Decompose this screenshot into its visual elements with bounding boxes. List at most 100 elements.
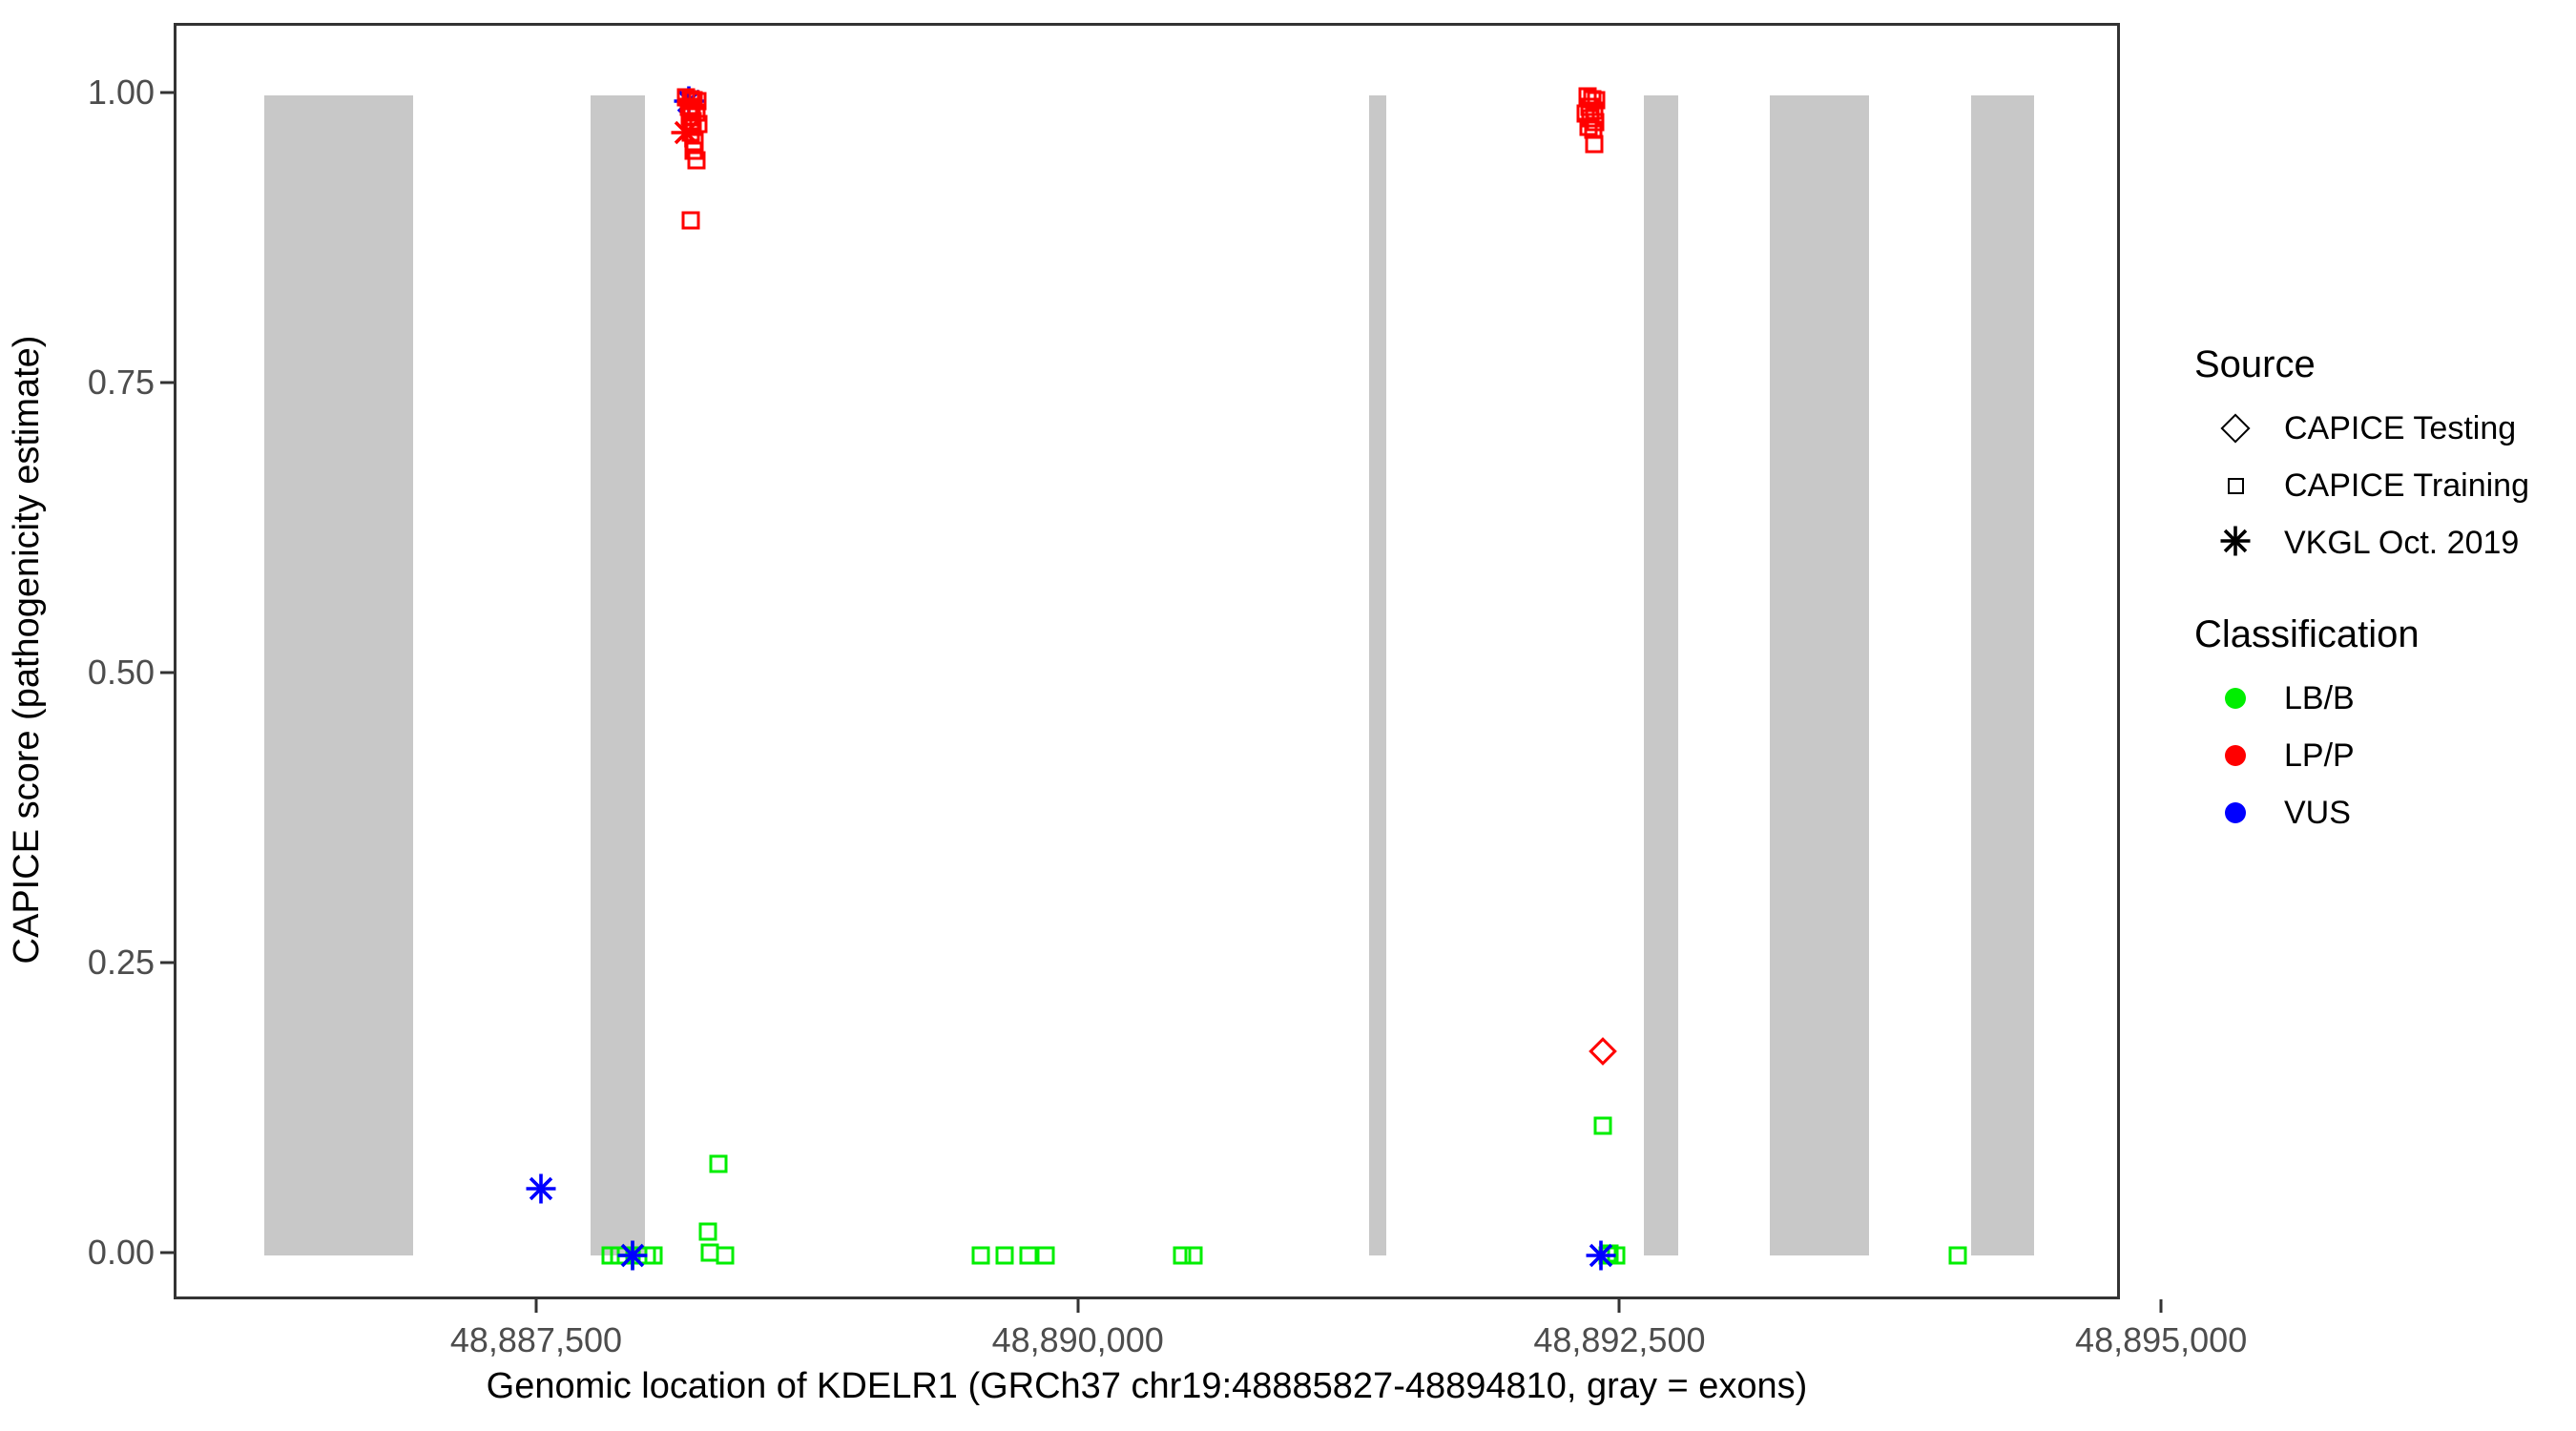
data-point-square — [685, 133, 704, 152]
asterisk-marker-icon — [2208, 515, 2263, 570]
legend-item[interactable]: LB/B — [2194, 670, 2576, 727]
x-tick-label: 48,890,000 — [991, 1320, 1164, 1359]
legend-item-label: LP/P — [2284, 736, 2355, 774]
data-point-square — [1585, 135, 1604, 154]
data-point-square — [688, 92, 707, 111]
data-point-square — [716, 1246, 735, 1265]
data-point-square — [687, 103, 706, 122]
exon-rect — [263, 94, 414, 1256]
dot-glyph — [2225, 688, 2246, 709]
exon-rect — [1368, 94, 1386, 1256]
legend-item[interactable]: LP/P — [2194, 727, 2576, 784]
data-point-square — [689, 114, 708, 134]
data-point-square — [1585, 101, 1604, 120]
data-point-square — [679, 97, 698, 116]
legend-item-label: LB/B — [2284, 679, 2355, 716]
y-tick-mark — [160, 961, 174, 964]
y-tick-mark — [160, 1251, 174, 1255]
y-tick-label: 0.25 — [87, 943, 155, 983]
data-point-square — [644, 1246, 663, 1265]
data-point-square — [1019, 1246, 1038, 1265]
data-point-square — [1580, 97, 1599, 116]
legend-area: Source CAPICE Testing CAPICE Training VKGL … — [2194, 343, 2576, 883]
data-point-square — [676, 88, 696, 107]
data-point-square — [684, 91, 703, 110]
exon-rect — [1644, 94, 1679, 1256]
data-point-square — [1036, 1246, 1055, 1265]
data-point-asterisk — [670, 116, 702, 149]
legend-title: Classification — [2194, 613, 2420, 655]
legend-item-label: CAPICE Training — [2284, 467, 2529, 504]
plot-area — [177, 26, 2117, 1296]
legend-title: Source — [2194, 343, 2316, 385]
exon-rect — [591, 94, 646, 1256]
data-point-square — [1578, 87, 1597, 106]
data-point-square — [687, 151, 706, 170]
data-point-square — [709, 1154, 728, 1173]
data-point-square — [700, 1243, 719, 1262]
plot-panel — [174, 23, 2120, 1299]
data-point-diamond — [1589, 1037, 1617, 1067]
data-point-square — [1600, 1244, 1619, 1263]
legend-item-label: CAPICE Testing — [2284, 409, 2517, 446]
y-tick-label: 0.50 — [87, 653, 155, 693]
data-point-square — [1581, 109, 1600, 128]
legend-block-source: Source CAPICE Testing CAPICE Training VKGL … — [2194, 343, 2576, 571]
diamond-glyph — [2220, 413, 2251, 444]
data-point-square — [681, 123, 700, 142]
data-point-square — [1584, 120, 1603, 139]
data-point-square — [1173, 1246, 1192, 1265]
x-tick-label: 48,895,000 — [2075, 1320, 2248, 1359]
legend-block-classification: Classification LB/B LP/P VUS — [2194, 613, 2576, 841]
legend-item[interactable]: VKGL Oct. 2019 — [2194, 514, 2576, 571]
legend-item[interactable]: CAPICE Training — [2194, 457, 2576, 514]
x-axis-title: Genomic location of KDELR1 (GRCh37 chr19… — [486, 1366, 1808, 1406]
data-point-square — [682, 100, 701, 119]
legend-item[interactable]: CAPICE Testing — [2194, 400, 2576, 457]
dot-glyph — [2225, 745, 2246, 766]
data-point-square — [698, 1222, 717, 1241]
exon-rect — [1971, 94, 2034, 1256]
data-point-square — [681, 211, 700, 230]
dot-marker-icon — [2208, 671, 2263, 726]
x-tick-label: 48,892,500 — [1533, 1320, 1706, 1359]
data-point-square — [1586, 113, 1605, 132]
data-point-square — [1598, 1246, 1616, 1265]
data-point-square — [1948, 1246, 1967, 1265]
data-point-square — [1587, 91, 1606, 110]
y-tick-mark — [160, 91, 174, 94]
data-point-square — [684, 141, 703, 160]
x-tick-mark — [2159, 1299, 2163, 1313]
y-tick-label: 0.00 — [87, 1233, 155, 1273]
data-point-asterisk — [525, 1172, 557, 1205]
data-point-square — [680, 107, 699, 126]
asterisk-glyph — [2219, 525, 2252, 562]
exon-rect — [1769, 94, 1870, 1256]
data-point-square — [995, 1246, 1014, 1265]
data-point-square — [1579, 117, 1598, 136]
square-glyph — [2227, 477, 2244, 494]
x-tick-label: 48,887,500 — [449, 1320, 623, 1359]
data-point-square — [1583, 90, 1602, 109]
data-point-square — [1184, 1246, 1203, 1265]
data-point-square — [1607, 1246, 1626, 1265]
dot-glyph — [2225, 802, 2246, 823]
legend-item[interactable]: VUS — [2194, 784, 2576, 841]
y-axis-tick-labels: 0.00 0.25 0.50 0.75 1.00 — [38, 0, 155, 1431]
legend-item-label: VKGL Oct. 2019 — [2284, 524, 2520, 561]
data-point-square — [681, 90, 700, 109]
square-marker-icon — [2208, 458, 2263, 513]
x-tick-mark — [1076, 1299, 1080, 1313]
dot-marker-icon — [2208, 785, 2263, 840]
data-point-square — [971, 1246, 990, 1265]
x-tick-mark — [1617, 1299, 1621, 1313]
y-tick-label: 0.75 — [87, 363, 155, 403]
data-point-asterisk — [1585, 1239, 1617, 1272]
y-tick-label: 1.00 — [87, 72, 155, 112]
legend-item-label: VUS — [2284, 794, 2351, 831]
data-point-square — [683, 112, 702, 131]
y-tick-mark — [160, 381, 174, 384]
data-point-asterisk — [673, 85, 705, 117]
data-point-square — [1593, 1116, 1612, 1135]
